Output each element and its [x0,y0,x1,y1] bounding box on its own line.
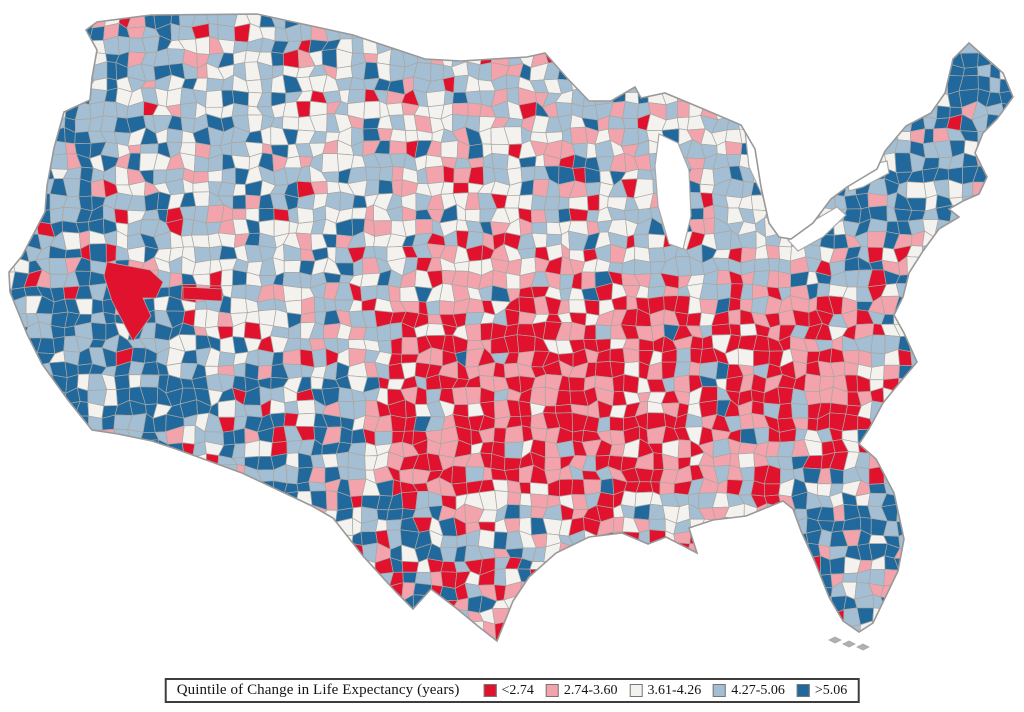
legend-items: <2.74 2.74-3.60 3.61-4.26 4.27-5.06 >5.06 [483,683,847,699]
legend-item-quintile-2: 2.74-3.60 [545,682,618,699]
nye-county-nevada [103,261,164,342]
florida-keys-1 [828,636,842,644]
legend-label-quintile-3: 3.61-4.26 [647,682,702,698]
us-county-choropleth-map [8,13,1014,651]
map-legend: Quintile of Change in Life Expectancy (y… [164,678,860,703]
map-highlight-features [103,261,223,342]
legend-item-quintile-4: 4.27-5.06 [713,683,785,699]
us-coastline-outline [8,13,1014,643]
county-mosaic [9,14,1013,641]
legend-swatch-quintile-1 [483,684,497,697]
legend-swatch-quintile-4 [713,684,727,697]
legend-label-quintile-4: 4.27-5.06 [731,682,785,698]
legend-item-quintile-1: <2.74 [483,682,534,699]
legend-item-quintile-5: >5.06 [796,682,848,699]
lake-michigan [654,133,692,250]
florida-keys-3 [856,643,870,651]
legend-title: Quintile of Change in Life Expectancy (y… [176,682,460,698]
legend-swatch-quintile-5 [796,684,810,697]
utah-red-county [182,286,223,302]
legend-swatch-quintile-2 [545,684,559,697]
legend-swatch-quintile-3 [629,684,643,697]
legend-label-quintile-1: <2.74 [501,682,534,698]
florida-keys [828,636,870,651]
legend-item-quintile-3: 3.61-4.26 [629,682,702,699]
legend-label-quintile-5: >5.06 [814,682,848,698]
legend-label-quintile-2: 2.74-3.60 [563,682,618,698]
florida-keys-2 [842,640,856,648]
